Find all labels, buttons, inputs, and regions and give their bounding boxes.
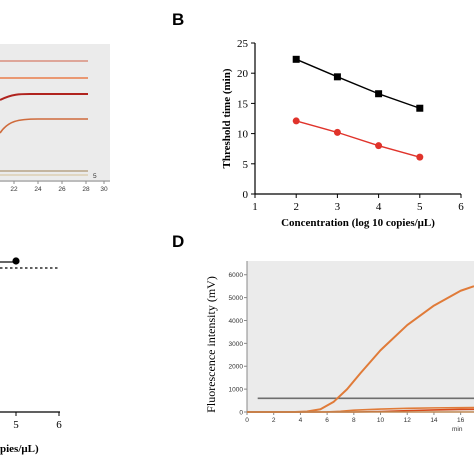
panel-b-point-circle [416,153,424,161]
panel-d-x-tick-label: 2 [272,417,276,424]
panel-b-x-tick-label: 5 [417,201,423,213]
panel-b-y-tick-label: 20 [237,68,249,80]
panel-b-x-tick-label: 3 [335,201,341,213]
panel-a-x-tick-label: 26 [58,186,66,193]
panel-d-y-tick-label: 0 [239,410,243,417]
panel-b-point-square [333,73,341,81]
panel-a-curve-label: 5 [93,173,97,180]
panel-d-y-tick-label: 1000 [229,387,244,394]
panel-d-x-axis-title: min [452,426,463,433]
panel-a-series-4 [0,118,88,134]
panel-d-y-axis-title: Fluorescence intensity (mV) [204,276,218,413]
panel-b-point-square [292,55,300,63]
panel-d-y-tick-label: 3000 [229,341,244,348]
panel-b-y-tick-label: 10 [237,129,249,141]
panel-a-series-3 [0,93,88,101]
panel-b-point-square [375,90,383,98]
panel-b-y-axis-title: Threshold time (min) [221,68,233,168]
panel-b-x-axis-title: Concentration (log 10 copies/μL) [281,217,435,229]
panel-a-x-tick-label: 24 [34,186,42,193]
panel-d-y-tick-label: 2000 [229,364,244,371]
panel-d-x-tick-label: 16 [457,417,465,424]
panel-d-x-tick-label: 14 [430,417,438,424]
panel-c-data-point [12,257,20,265]
panel-d-x-tick-label: 8 [352,417,356,424]
panel-d-y-tick-label: 5000 [229,295,244,302]
panel-b-letter: B [172,10,184,29]
panel-d: D 0 1000 2000 3000 4000 5000 6000 0 2 4 6 8 10 12 14 16… [172,232,474,433]
panel-d-x-tick-label: 4 [299,417,303,424]
panel-b-y-tick-label: 0 [243,189,249,201]
panel-d-y-tick-label: 4000 [229,318,244,325]
panel-b-x-tick-label: 4 [376,201,382,213]
panel-b-point-circle [375,142,383,150]
panel-a-x-tick-label: 28 [82,186,90,193]
panel-b-point-circle [292,117,300,125]
panel-c-x-axis-label-fragment: pies/μL) [0,443,39,455]
panel-d-x-tick-label: 6 [325,417,329,424]
panel-a-x-tick-label: 30 [100,186,108,193]
panel-a-x-tick-label: 22 [10,186,18,193]
panel-d-x-tick-label: 0 [245,417,249,424]
panel-b-point-circle [333,128,341,136]
panel-b-series-1-line [295,58,421,109]
panel-b-x-tick-label: 6 [458,201,464,213]
panel-b-y-tick-label: 25 [237,38,249,50]
panel-a-plot-background [0,44,110,182]
panel-d-x-tick-label: 10 [377,417,385,424]
panel-a: 22 24 26 28 30 5 [0,44,110,193]
panel-c: 5 6 pies/μL) [0,257,62,455]
panel-b-point-square [416,104,424,112]
panel-b: B 0 5 10 15 20 25 1 2 3 4 5 6 Concentration (log 10 … [172,10,464,229]
panel-b-x-tick-label: 1 [252,201,258,213]
panel-d-plot-background [247,261,474,412]
panel-d-x-tick-label: 12 [404,417,412,424]
panel-c-x-tick-label: 5 [13,419,19,431]
panel-b-x-tick-label: 2 [293,201,299,213]
panel-d-letter: D [172,232,184,251]
panel-b-series-2-line [296,120,420,158]
panel-c-x-tick-label: 6 [56,419,62,431]
panel-b-y-tick-label: 15 [237,98,249,110]
panel-b-y-tick-label: 5 [243,159,249,171]
panel-d-y-tick-label: 6000 [229,272,244,279]
